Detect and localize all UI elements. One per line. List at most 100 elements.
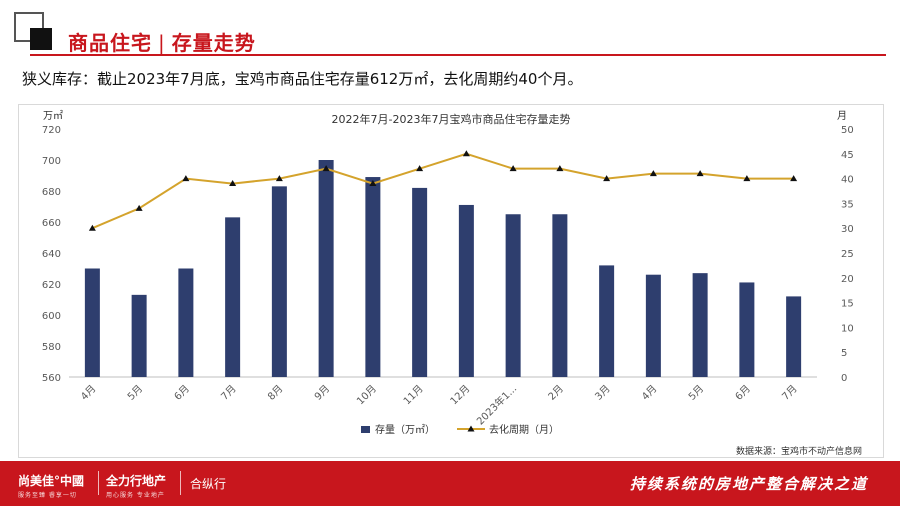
bar-stock	[645, 274, 661, 377]
footer-brand2-tagline: 用心服务 专业地产	[106, 492, 165, 499]
legend-bar-label: 存量（万㎡）	[375, 423, 435, 436]
x-tick-label: 4月	[639, 383, 659, 403]
line-point-marker	[322, 165, 330, 172]
x-tick-label: 6月	[733, 383, 753, 403]
line-point-marker	[603, 175, 611, 182]
footer-slogan: 持续系统的房地产整合解决之道	[629, 475, 868, 493]
header: 商品住宅 | 存量走势	[0, 0, 900, 62]
x-tick-label: 9月	[312, 383, 332, 403]
line-point-marker	[743, 175, 751, 182]
bar-stock	[505, 214, 521, 377]
right-tick-label: 5	[841, 348, 847, 359]
left-axis-unit: 万㎡	[43, 110, 63, 122]
line-point-marker	[509, 165, 517, 172]
right-tick-label: 45	[841, 150, 854, 161]
right-tick-label: 0	[841, 373, 847, 384]
bar-stock	[692, 273, 708, 377]
left-tick-label: 620	[42, 280, 61, 291]
left-tick-label: 660	[42, 218, 61, 229]
bar-stock	[552, 214, 568, 377]
left-tick-label: 580	[42, 342, 61, 353]
inventory-summary: 狭义库存：截止2023年7月底，宝鸡市商品住宅存量612万㎡，去化周期约40个月…	[22, 70, 583, 88]
line-point-marker	[88, 224, 96, 231]
data-source: 数据来源：宝鸡市不动产信息网	[735, 447, 862, 457]
page-title: 商品住宅 | 存量走势	[68, 27, 256, 56]
right-axis-unit: 月	[837, 110, 847, 122]
left-tick-label: 560	[42, 373, 61, 384]
right-tick-label: 35	[841, 199, 854, 210]
chart-title: 2022年7月-2023年7月宝鸡市商品住宅存量走势	[332, 112, 571, 126]
line-point-marker	[135, 204, 143, 211]
bar-stock	[412, 187, 428, 377]
bar-stock	[365, 177, 381, 377]
right-tick-label: 10	[841, 323, 854, 334]
x-tick-label: 7月	[780, 383, 800, 403]
bar-stock	[786, 296, 802, 377]
left-tick-label: 600	[42, 311, 61, 322]
inventory-chart: 2022年7月-2023年7月宝鸡市商品住宅存量走势 万㎡ 月 560 580 60…	[42, 110, 854, 436]
x-tick-label: 2月	[546, 383, 566, 403]
logo-square-outline-icon	[14, 12, 44, 42]
line-point-marker	[696, 170, 704, 177]
bar-stock	[84, 268, 100, 377]
bar-stock	[318, 160, 334, 377]
line-point-marker	[649, 170, 657, 177]
right-tick-label: 30	[841, 224, 854, 235]
legend-line-marker-icon	[467, 425, 475, 432]
bar-stock	[271, 186, 287, 377]
x-tick-label: 3月	[593, 383, 613, 403]
page-title-part1: 商品住宅	[68, 31, 152, 55]
line-point-marker	[369, 180, 377, 187]
footer-brand-shangmeijia: 尚美佳°中國 服务至臻 睿享一切	[18, 472, 84, 499]
left-tick-label: 720	[42, 125, 61, 136]
x-tick-label: 10月	[354, 383, 379, 408]
x-tick-label: 7月	[219, 383, 239, 403]
title-separator: |	[158, 31, 166, 55]
footer-brand1-tagline: 服务至臻 睿享一切	[18, 492, 77, 499]
bar-stock	[739, 282, 755, 377]
chart-legend: 存量（万㎡） 去化周期（月）	[361, 423, 559, 436]
x-tick-label: 5月	[125, 383, 145, 403]
header-divider	[30, 54, 886, 56]
page-title-part2: 存量走势	[171, 31, 256, 55]
bar-stock	[131, 294, 147, 377]
logo-square-fill-icon	[30, 28, 52, 50]
footer-divider	[180, 471, 181, 495]
x-tick-label: 5月	[686, 383, 706, 403]
x-tick-label: 4月	[78, 383, 98, 403]
bar-stock	[178, 268, 194, 377]
right-tick-label: 50	[841, 125, 854, 136]
bar-stock	[458, 204, 474, 377]
legend-line-label: 去化周期（月）	[489, 423, 559, 436]
left-tick-label: 640	[42, 249, 61, 260]
footer-bar: 尚美佳°中國 服务至臻 睿享一切 全力行地产 用心服务 专业地产 合纵行 持续系…	[0, 461, 900, 506]
x-tick-label: 2023年1...	[474, 382, 520, 428]
x-tick-label: 6月	[172, 383, 192, 403]
x-tick-label: 11月	[401, 383, 426, 408]
right-tick-label: 15	[841, 299, 854, 310]
left-tick-label: 700	[42, 156, 61, 167]
chart-container: 2022年7月-2023年7月宝鸡市商品住宅存量走势 万㎡ 月 560 580 60…	[18, 104, 884, 458]
line-point-marker	[790, 175, 798, 182]
plot-area: 560 580 600 620 640 660 680 700 720 0 5 10 15 20 25 30 3…	[42, 125, 854, 427]
bar-stock	[225, 217, 241, 377]
footer-brand-hezongxing: 合纵行	[190, 475, 226, 492]
footer-brand3-name: 合纵行	[190, 477, 227, 491]
left-tick-label: 680	[42, 187, 61, 198]
bar-stock	[599, 265, 615, 377]
line-point-marker	[182, 175, 190, 182]
line-point-marker	[229, 180, 237, 187]
line-point-marker	[416, 165, 424, 172]
line-point-marker	[556, 165, 564, 172]
footer-brand2-name: 全力行地产	[106, 474, 167, 488]
right-tick-label: 20	[841, 274, 854, 285]
line-point-marker	[275, 175, 283, 182]
footer-divider	[98, 471, 99, 495]
line-point-marker	[462, 150, 470, 157]
footer-brand-quanlixing: 全力行地产 用心服务 专业地产	[106, 472, 166, 499]
footer-brand1-name: 尚美佳°中國	[18, 474, 85, 488]
line-turnover-period	[91, 152, 794, 230]
x-tick-label: 12月	[448, 383, 473, 408]
x-tick-label: 8月	[265, 383, 285, 403]
legend-bar-swatch	[361, 426, 370, 433]
